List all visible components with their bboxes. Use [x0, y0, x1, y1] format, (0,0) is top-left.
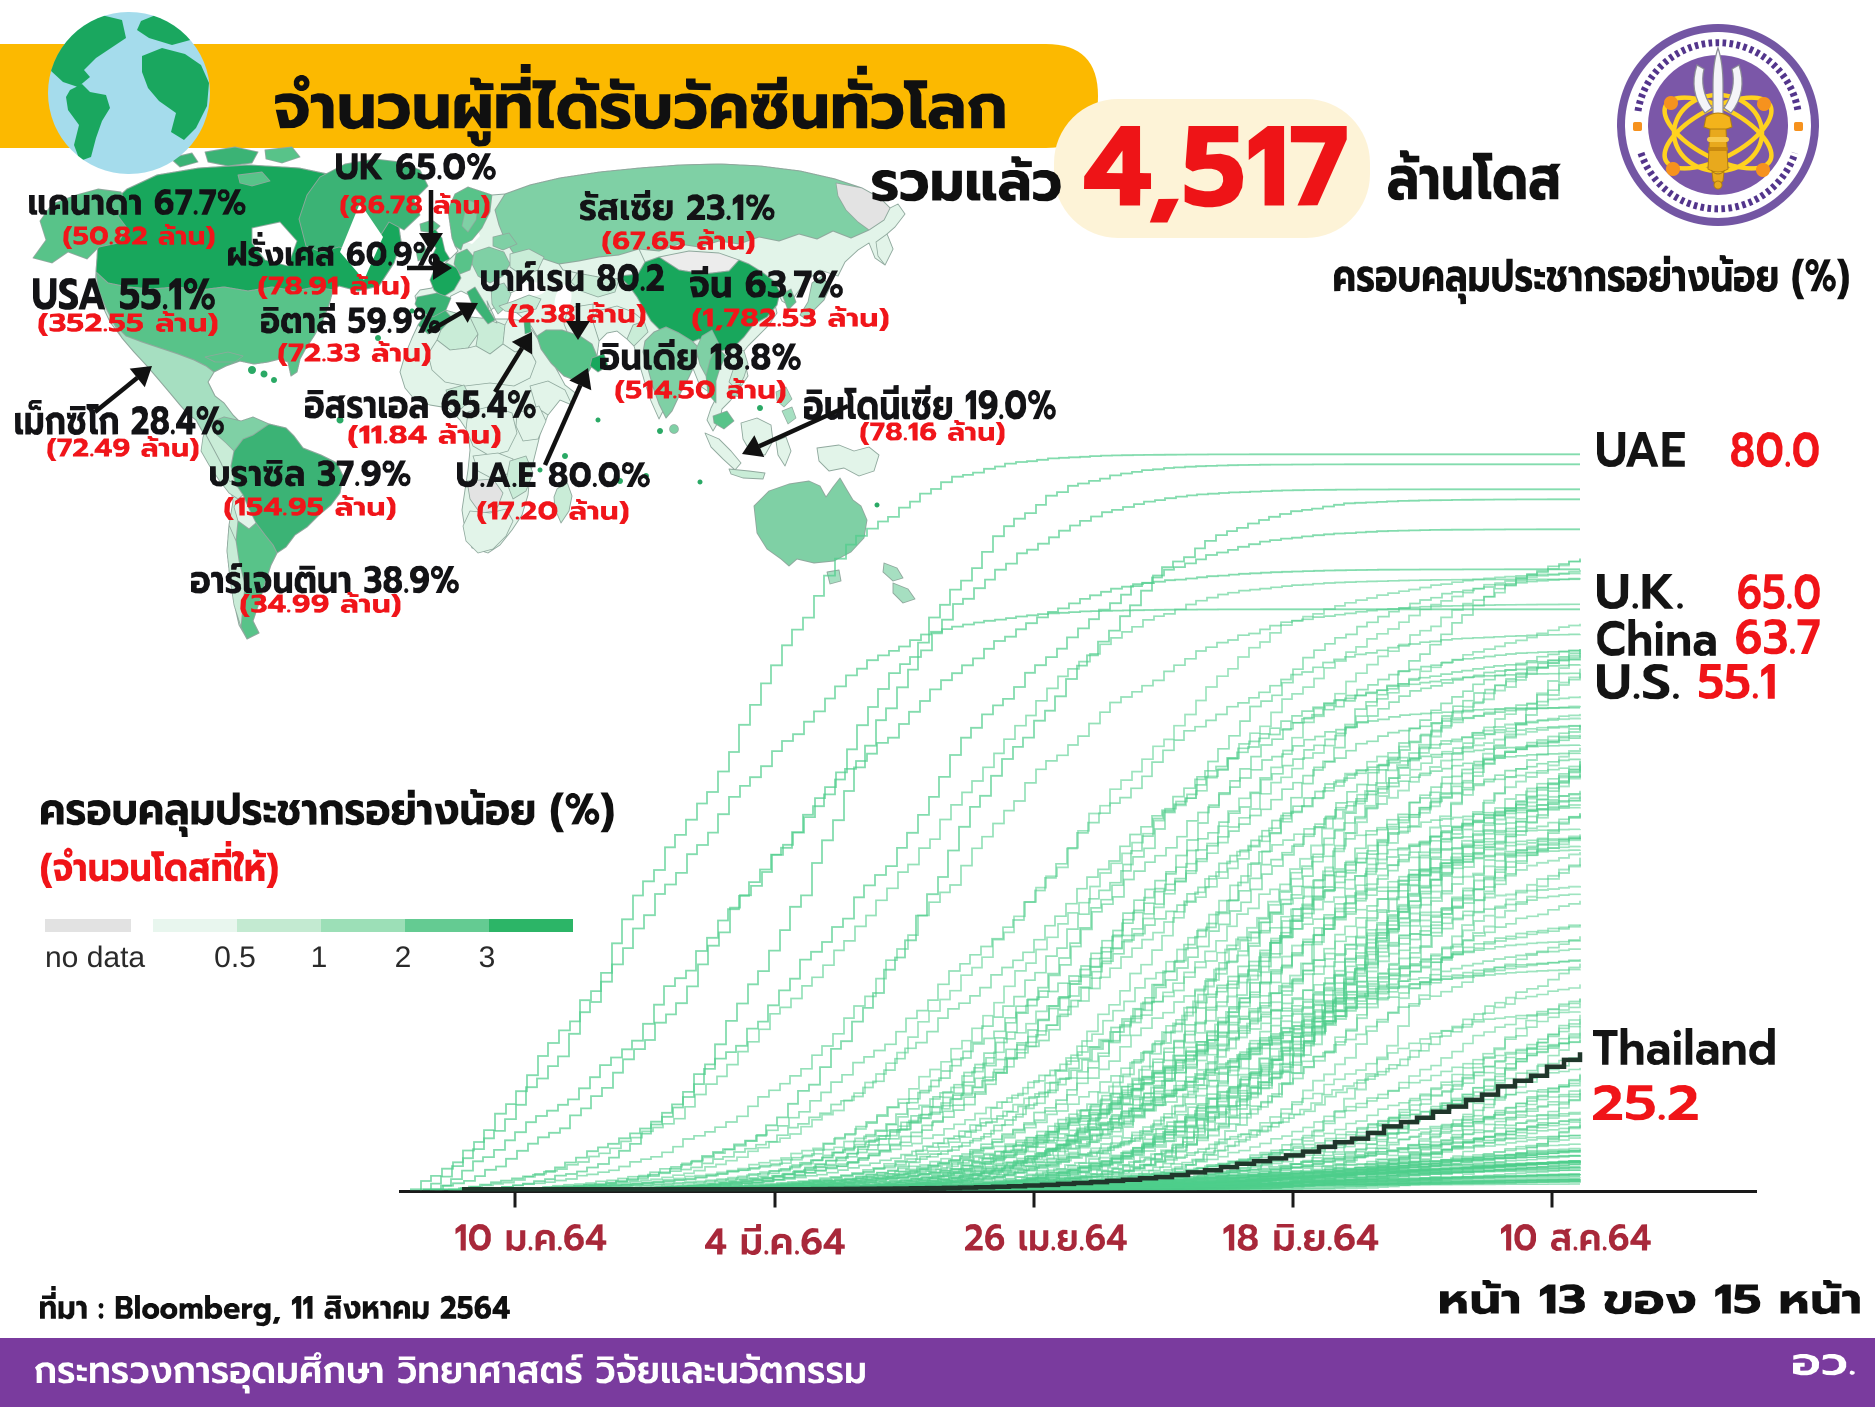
- svg-text:3: 3: [479, 941, 496, 974]
- svg-text:2: 2: [395, 941, 412, 974]
- svg-text:0.5: 0.5: [214, 941, 256, 974]
- svg-text:no data: no data: [45, 941, 145, 974]
- svg-text:1: 1: [311, 941, 328, 974]
